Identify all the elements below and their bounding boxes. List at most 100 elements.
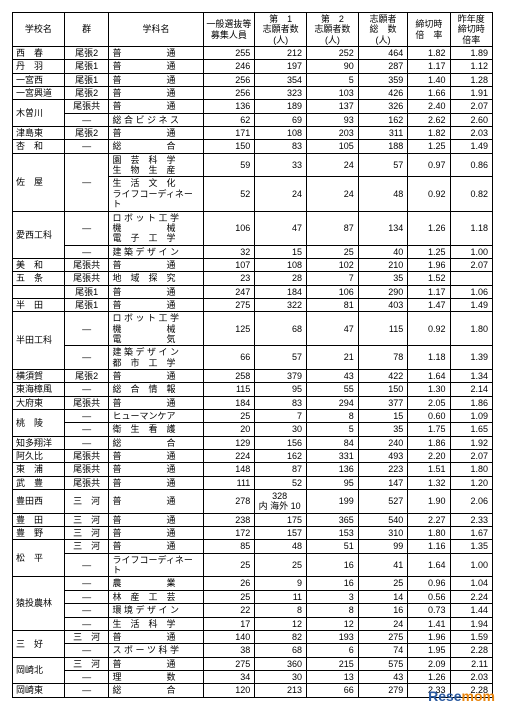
value-cell: 115	[358, 312, 407, 346]
value-cell: 25	[203, 410, 255, 423]
value-cell: 1.39	[450, 346, 492, 370]
table-row: 佐 屋―園 芸 科 学生 物 生 産593324570.970.86	[13, 153, 493, 177]
value-cell: 95	[255, 383, 307, 396]
dept-cell: 普 通	[109, 73, 203, 86]
value-cell: 156	[255, 436, 307, 449]
value-cell: 102	[307, 258, 359, 271]
value-cell: 33	[255, 153, 307, 177]
value-cell: 16	[307, 577, 359, 590]
school-cell: 猿投農林	[13, 577, 65, 630]
school-cell	[13, 285, 65, 298]
value-cell: 0.60	[408, 410, 450, 423]
table-row: 津島東尾張2普 通1711082033111.822.03	[13, 127, 493, 140]
school-cell: 豊 田	[13, 513, 65, 526]
dept-cell: 普 通	[109, 60, 203, 73]
table-row: 半 田尾張1普 通275322814031.471.49	[13, 298, 493, 311]
value-cell: 193	[307, 630, 359, 643]
value-cell: 11	[255, 590, 307, 603]
value-cell: 51	[307, 540, 359, 553]
value-cell: 203	[307, 127, 359, 140]
value-cell: 184	[255, 285, 307, 298]
value-cell: 2.14	[450, 383, 492, 396]
value-cell: 1.34	[450, 369, 492, 382]
value-cell: 5	[307, 423, 359, 436]
gun-cell: ―	[64, 423, 109, 436]
value-cell: 95	[307, 476, 359, 489]
value-cell: 540	[358, 513, 407, 526]
value-cell: 1.26	[408, 211, 450, 245]
value-cell: 2.05	[408, 396, 450, 409]
table-row: ―建 築 デ ザ イ ン都 市 工 学665721781.181.39	[13, 346, 493, 370]
value-cell: 84	[307, 436, 359, 449]
dept-cell: ス ポ ー ツ 科 学	[109, 644, 203, 657]
value-cell: 162	[358, 113, 407, 126]
value-cell: 157	[255, 527, 307, 540]
value-cell: 275	[203, 298, 255, 311]
value-cell: 2.33	[450, 513, 492, 526]
value-cell: 134	[358, 211, 407, 245]
gun-cell: ―	[64, 312, 109, 346]
gun-cell: 尾張1	[64, 73, 109, 86]
dept-cell: 普 通	[109, 47, 203, 60]
value-cell: 2.60	[450, 113, 492, 126]
dept-cell: ロ ボ ッ ト 工 学機 械電 気	[109, 312, 203, 346]
school-cell: 丹 羽	[13, 60, 65, 73]
value-cell: 35	[358, 272, 407, 285]
value-cell: 175	[255, 513, 307, 526]
value-cell: 90	[307, 60, 359, 73]
gun-cell: ―	[64, 140, 109, 153]
value-cell: 2.03	[450, 127, 492, 140]
value-cell: 25	[307, 245, 359, 258]
value-cell: 14	[358, 590, 407, 603]
value-cell: 1.95	[408, 644, 450, 657]
value-cell: 120	[203, 684, 255, 697]
value-cell: 1.32	[408, 476, 450, 489]
value-cell: 2.07	[450, 450, 492, 463]
value-cell: 1.25	[408, 140, 450, 153]
gun-cell: 三 河	[64, 527, 109, 540]
value-cell: 9	[255, 577, 307, 590]
table-row: 西 春尾張2普 通2552122524641.821.89	[13, 47, 493, 60]
value-cell: 275	[358, 630, 407, 643]
value-cell: 74	[358, 644, 407, 657]
table-row: ―総 合 ビ ジ ネ ス6269931622.622.60	[13, 113, 493, 126]
value-cell: 1.67	[450, 527, 492, 540]
value-cell: 1.64	[408, 553, 450, 577]
value-cell: 22	[203, 604, 255, 617]
gun-cell: 尾張2	[64, 369, 109, 382]
school-cell: 東 浦	[13, 463, 65, 476]
value-cell: 213	[255, 684, 307, 697]
gun-cell: ―	[64, 670, 109, 683]
value-cell: 247	[203, 285, 255, 298]
gun-cell: 尾張共	[64, 258, 109, 271]
value-cell: 2.24	[450, 590, 492, 603]
table-row: 岡崎東―総 合120213662792.332.28	[13, 684, 493, 697]
value-cell: 83	[255, 140, 307, 153]
table-row: 岡崎北三 河普 通2753602155752.092.11	[13, 657, 493, 670]
value-cell: 162	[255, 450, 307, 463]
dept-cell: 普 通	[109, 87, 203, 100]
table-row: ―ス ポ ー ツ 科 学38686741.952.28	[13, 644, 493, 657]
value-cell: 252	[307, 47, 359, 60]
gun-cell: ―	[64, 410, 109, 423]
value-cell: 103	[307, 87, 359, 100]
school-cell: 半 田	[13, 298, 65, 311]
value-cell: 1.09	[450, 410, 492, 423]
value-cell: 8	[307, 604, 359, 617]
value-cell: 2.07	[450, 258, 492, 271]
table-row: 阿久比尾張共普 通2241623314932.202.07	[13, 450, 493, 463]
dept-cell: 総 合 ビ ジ ネ ス	[109, 113, 203, 126]
value-cell: 171	[203, 127, 255, 140]
value-cell: 1.06	[450, 285, 492, 298]
value-cell: 108	[255, 127, 307, 140]
school-cell: 大府東	[13, 396, 65, 409]
value-cell: 403	[358, 298, 407, 311]
dept-cell: 普 通	[109, 450, 203, 463]
value-cell: 1.26	[408, 670, 450, 683]
value-cell: 25	[203, 590, 255, 603]
value-cell: 47	[307, 312, 359, 346]
gun-cell: 尾張2	[64, 47, 109, 60]
value-cell: 52	[203, 177, 255, 211]
value-cell: 1.91	[450, 87, 492, 100]
dept-cell: 園 芸 科 学生 物 生 産	[109, 153, 203, 177]
